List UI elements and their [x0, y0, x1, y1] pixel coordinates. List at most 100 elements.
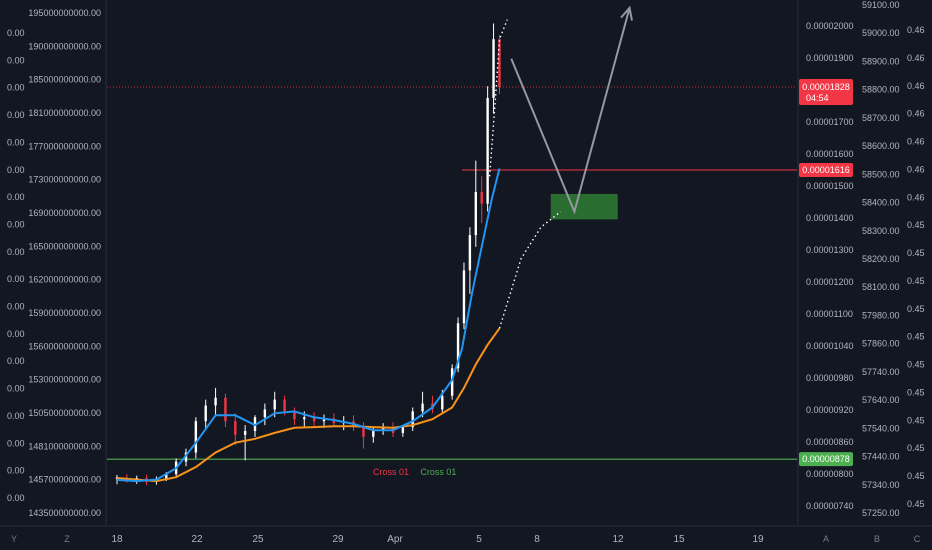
right-axis-2-tick-label: 57340.00 [862, 480, 900, 490]
candle-body[interactable] [372, 430, 375, 437]
cross-annotation: Cross 01 [373, 467, 409, 477]
candle-body[interactable] [224, 397, 227, 422]
left-axis-1-tick-label: 0.00 [7, 274, 25, 284]
time-axis-tick-label: 29 [332, 534, 344, 545]
candle-body[interactable] [474, 191, 477, 236]
left-axis-2-tick-label: 148100000000.00 [28, 441, 101, 451]
left-axis-2-tick-label: 190000000000.00 [28, 41, 101, 51]
time-axis[interactable]: 18 22 25 29 Apr 5 8 12 15 19 [111, 534, 764, 545]
right-axis-3-tick-label: 0.45 [907, 499, 925, 509]
price-axis-tick-label: 0.00001200 [806, 277, 854, 287]
price-axis-tick-label: 0.00000740 [806, 501, 854, 511]
projection-path[interactable] [510, 7, 631, 215]
price-axis[interactable]: 0.000020000.000019000.000018000.00001700… [799, 21, 854, 511]
candle-body[interactable] [480, 191, 483, 204]
time-axis-tick-label: 8 [534, 534, 540, 545]
candle-body[interactable] [498, 39, 501, 87]
price-axis-tick-label: 0.00000800 [806, 469, 854, 479]
candle-body[interactable] [468, 235, 472, 271]
time-axis-tick-label: 5 [476, 534, 482, 545]
left-axis-1-tick-label: 0.00 [7, 110, 25, 120]
left-axis-1-tick-label: 0.00 [7, 302, 25, 312]
last-price-tag[interactable] [799, 78, 853, 105]
time-axis-tick-label: 15 [673, 534, 685, 545]
candle-body[interactable] [441, 395, 444, 410]
left-axis-1-tick-label: 0.00 [7, 466, 25, 476]
left-axis-2[interactable]: 195000000000.00 190000000000.00 1850000000… [28, 8, 101, 518]
cross-annotation: Cross 01 [420, 467, 456, 477]
candle-body[interactable] [263, 409, 267, 418]
candle-body[interactable] [293, 411, 296, 420]
support-price-label: 0.00000878 [802, 454, 850, 464]
candle-body[interactable] [411, 411, 414, 428]
candle-body[interactable] [303, 417, 306, 420]
scale-button: C [914, 534, 921, 544]
candle-countdown-label: 04:54 [806, 93, 829, 103]
right-axis-2-tick-label: 58100.00 [862, 282, 900, 292]
candle-body[interactable] [322, 418, 326, 422]
candle-body[interactable] [492, 39, 495, 98]
candle-body[interactable] [283, 399, 286, 412]
left-axis-2-tick-label: 150500000000.00 [28, 408, 101, 418]
right-axis-2[interactable]: 59100.00 59000.00 58900.00 58800.00 58700.00… [862, 0, 900, 518]
resistance-price-label: 0.00001616 [802, 165, 850, 175]
left-axis-1[interactable]: 0.00 0.00 0.00 0.00 0.00 0.00 0.00 0.00 0.00 0.00… [7, 28, 25, 503]
left-axis-2-tick-label: 156000000000.00 [28, 341, 101, 351]
time-axis-tick-label: 22 [191, 534, 203, 545]
candle-body[interactable] [243, 430, 247, 435]
price-axis-tick-label: 0.00001300 [806, 245, 854, 255]
candle-body[interactable] [312, 417, 316, 422]
right-axis-2-tick-label: 57980.00 [862, 310, 900, 320]
left-axis-1-tick-label: 0.00 [7, 329, 25, 339]
projection-dotted-line [498, 211, 562, 329]
candle-body[interactable] [456, 323, 460, 369]
right-axis-2-tick-label: 58200.00 [862, 254, 900, 264]
support-price-tag[interactable] [799, 452, 853, 467]
right-axis-3-tick-label: 0.46 [907, 192, 925, 202]
left-axis-2-tick-label: 165000000000.00 [28, 241, 101, 251]
left-axis-1-tick-label: 0.00 [7, 137, 25, 147]
candle-body[interactable] [421, 403, 424, 412]
fast-ma-line[interactable] [116, 168, 501, 483]
left-axis-1-tick-label: 0.00 [7, 247, 25, 257]
projection-arrowhead [620, 5, 633, 21]
left-axis-1-tick-label: 0.00 [7, 28, 25, 38]
left-axis-2-tick-label: 181000000000.00 [28, 108, 101, 118]
right-axis-2-tick-label: 59000.00 [862, 28, 900, 38]
candle-body[interactable] [273, 399, 276, 410]
right-axis-2-tick-label: 57740.00 [862, 367, 900, 377]
candle-body[interactable] [401, 427, 405, 433]
candle-body[interactable] [194, 421, 198, 453]
candle-body[interactable] [204, 405, 207, 422]
scale-button: Y [11, 534, 17, 544]
right-axis-3[interactable]: 0.46 0.46 0.46 0.46 0.46 0.46 0.46 0.45 0.45 0.45… [907, 25, 925, 509]
target-zone-box[interactable] [550, 193, 618, 220]
candle-body[interactable] [234, 421, 237, 435]
candle-body[interactable] [450, 368, 454, 396]
slow-ma-line[interactable] [116, 327, 501, 483]
candle-body[interactable] [362, 427, 365, 437]
candle-body[interactable] [486, 97, 489, 204]
candle-body[interactable] [165, 474, 168, 479]
left-axis-1-tick-label: 0.00 [7, 165, 25, 175]
time-axis-tick-label: 18 [111, 534, 123, 545]
right-axis-3-tick-label: 0.45 [907, 387, 925, 397]
candle-body[interactable] [381, 427, 385, 431]
right-axis-3-tick-label: 0.46 [907, 81, 925, 91]
resistance-price-tag[interactable] [799, 163, 853, 178]
price-axis-tick-label: 0.00001040 [806, 341, 854, 351]
right-axis-2-tick-label: 58300.00 [862, 226, 900, 236]
left-axis-2-tick-label: 143500000000.00 [28, 508, 101, 518]
price-axis-tick-label: 0.00000920 [806, 405, 854, 415]
right-axis-3-tick-label: 0.45 [907, 332, 925, 342]
time-axis-tick-label: 12 [612, 534, 624, 545]
candle-body[interactable] [214, 397, 217, 406]
right-axis-2-tick-label: 57640.00 [862, 395, 900, 405]
plot-area[interactable]: Cross 01 Cross 01 [107, 5, 797, 486]
time-axis-tick-label: 19 [752, 534, 764, 545]
candle-body[interactable] [462, 270, 466, 324]
left-axis-1-tick-label: 0.00 [7, 55, 25, 65]
price-axis-tick-label: 0.00000980 [806, 373, 854, 383]
